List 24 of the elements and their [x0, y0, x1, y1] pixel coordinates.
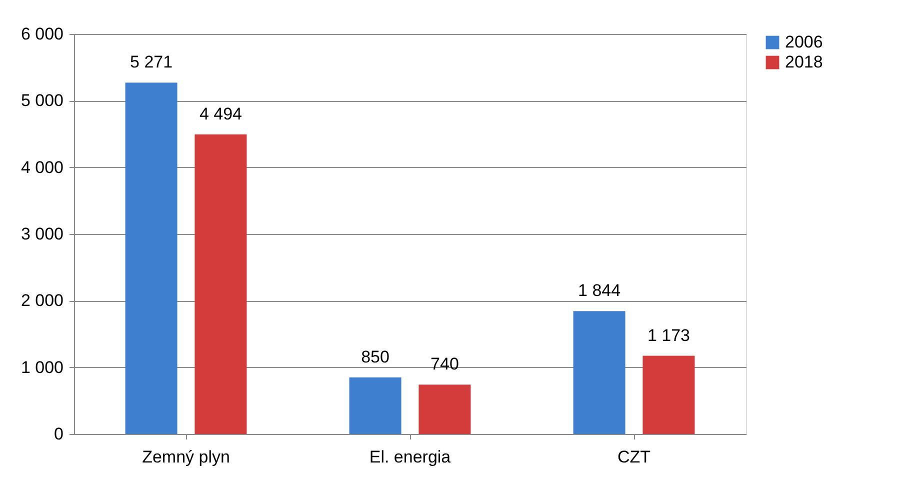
x-tick-label: Zemný plyn — [142, 448, 230, 466]
legend-label: 2006 — [785, 32, 823, 52]
y-tick-label: 6 000 — [20, 24, 64, 44]
bar — [349, 377, 402, 434]
x-tick-label: El. energia — [369, 448, 452, 466]
x-tick-label: CZT — [617, 448, 651, 466]
bar — [194, 134, 247, 434]
data-label: 1 173 — [647, 326, 690, 345]
bar — [642, 356, 695, 434]
y-tick-label: 1 000 — [20, 358, 64, 377]
data-label: 1 844 — [578, 281, 621, 300]
y-tick-label: 5 000 — [20, 91, 64, 110]
data-label: 4 494 — [199, 104, 242, 124]
y-tick-label: 4 000 — [20, 158, 64, 177]
data-label: 5 271 — [130, 52, 173, 72]
bar — [125, 82, 178, 434]
y-tick-label: 3 000 — [20, 224, 64, 244]
legend-label: 2018 — [785, 52, 823, 72]
bar — [418, 384, 471, 434]
y-tick-label: 2 000 — [20, 291, 64, 310]
data-label: 850 — [361, 347, 390, 366]
y-tick-label: 0 — [54, 424, 64, 444]
data-label: 740 — [430, 354, 459, 374]
bar — [573, 311, 626, 434]
